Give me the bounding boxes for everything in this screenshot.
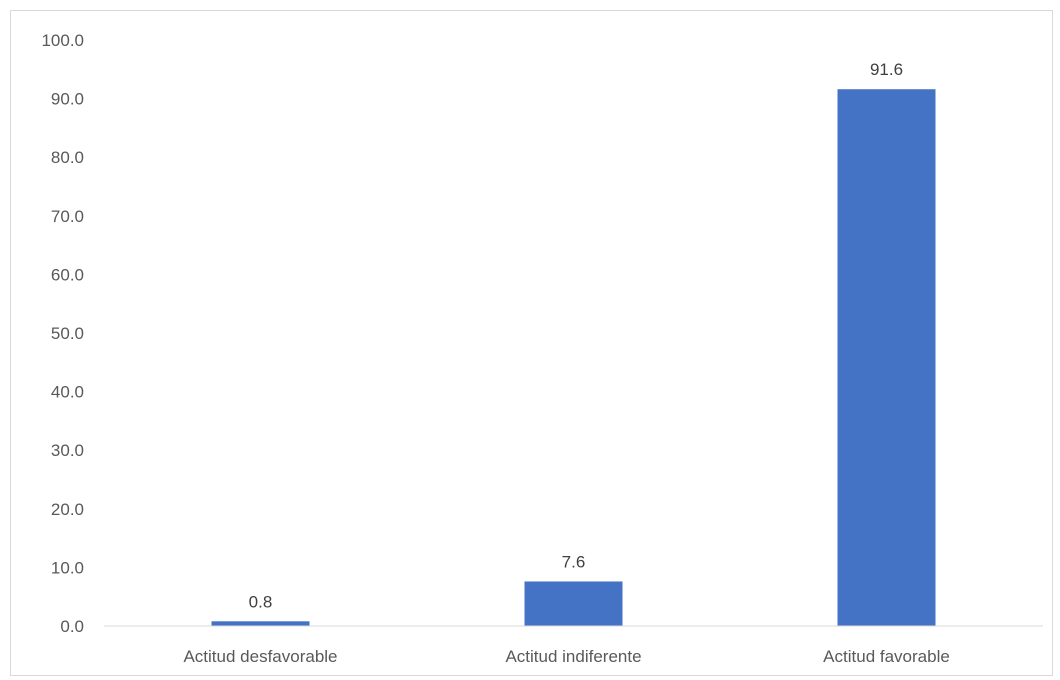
y-tick-label: 0.0	[60, 617, 84, 636]
y-tick-label: 60.0	[51, 265, 84, 284]
data-label: 91.6	[870, 60, 903, 79]
bar	[211, 621, 310, 626]
bar	[837, 89, 936, 626]
data-labels: 0.8 7.6 91.6	[249, 60, 903, 611]
x-category-label: Actitud desfavorable	[183, 647, 337, 666]
y-tick-label: 30.0	[51, 441, 84, 460]
y-tick-label: 20.0	[51, 500, 84, 519]
y-tick-label: 100.0	[41, 31, 84, 50]
y-tick-label: 10.0	[51, 558, 84, 577]
y-tick-label: 90.0	[51, 90, 84, 109]
y-tick-label: 80.0	[51, 148, 84, 167]
data-label: 7.6	[562, 552, 586, 571]
y-tick-label: 50.0	[51, 324, 84, 343]
x-axis: Actitud desfavorable Actitud indiferente A…	[183, 647, 949, 666]
x-category-label: Actitud favorable	[823, 647, 950, 666]
x-category-label: Actitud indiferente	[505, 647, 641, 666]
bars	[211, 89, 936, 626]
y-axis: 0.0 10.0 20.0 30.0 40.0 50.0 60.0 70.0 80.0 90.0 1…	[41, 31, 84, 636]
bar	[524, 581, 623, 626]
y-tick-label: 40.0	[51, 383, 84, 402]
data-label: 0.8	[249, 592, 273, 611]
y-tick-label: 70.0	[51, 207, 84, 226]
